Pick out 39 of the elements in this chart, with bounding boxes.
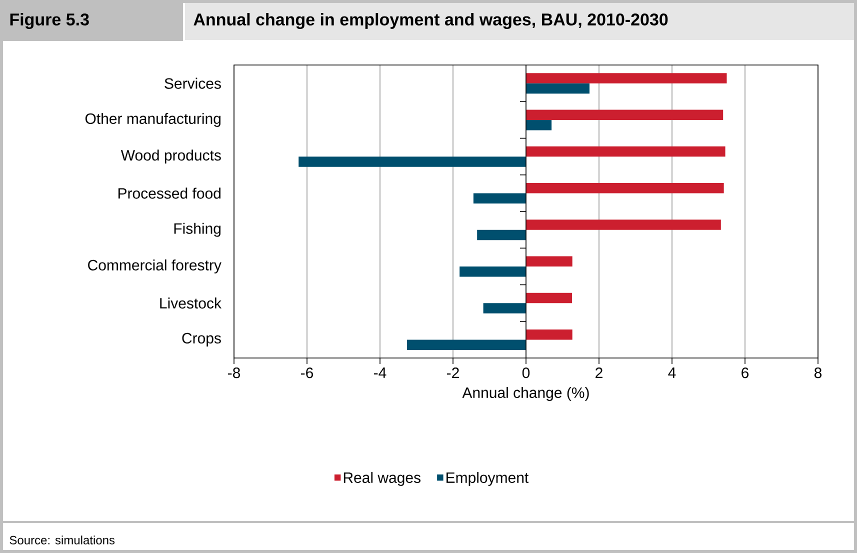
x-tick-label: -2	[447, 368, 459, 378]
bar	[526, 292, 572, 304]
bar	[526, 110, 724, 120]
bar	[298, 156, 526, 167]
y-tick-label: Other manufacturing	[85, 112, 220, 127]
legend-label: Employment	[446, 472, 529, 486]
bar	[526, 120, 552, 130]
y-tick-label: Services	[164, 78, 221, 89]
bar	[473, 193, 526, 204]
y-tick-label: Commercial forestry	[88, 259, 222, 274]
bar	[460, 266, 526, 277]
x-tick-label: 8	[814, 368, 822, 378]
caption: Figure 5.3	[10, 13, 89, 29]
source-note: Source: simulations	[10, 536, 115, 544]
chart-title: Annual change in employment and wages, BAU, 2010-2030	[194, 13, 668, 29]
x-tick-label: 6	[742, 368, 749, 378]
bar	[526, 146, 726, 157]
x-tick-label: 4	[668, 368, 676, 378]
bar	[483, 303, 526, 314]
bar	[407, 340, 526, 350]
bar	[526, 220, 721, 230]
legend-label: Real wages	[344, 472, 420, 486]
bar	[526, 329, 572, 340]
x-tick-label: -4	[374, 368, 386, 378]
y-tick-label: Crops	[182, 332, 221, 346]
x-tick-label: -8	[228, 368, 240, 378]
y-tick-label: Livestock	[160, 298, 222, 309]
bar	[477, 230, 526, 240]
y-tick-label: Wood products	[120, 150, 221, 164]
bar	[526, 83, 590, 94]
x-tick-label: -6	[301, 368, 314, 378]
bar	[526, 182, 724, 194]
x-tick-label: 0	[522, 368, 530, 378]
x-axis-title: Annual change (%)	[462, 386, 589, 401]
x-tick-label: 2	[596, 368, 602, 378]
bar	[526, 256, 572, 266]
y-tick-label: Processed food	[118, 188, 220, 199]
bar	[526, 73, 727, 84]
y-tick-label: Fishing	[174, 222, 221, 237]
